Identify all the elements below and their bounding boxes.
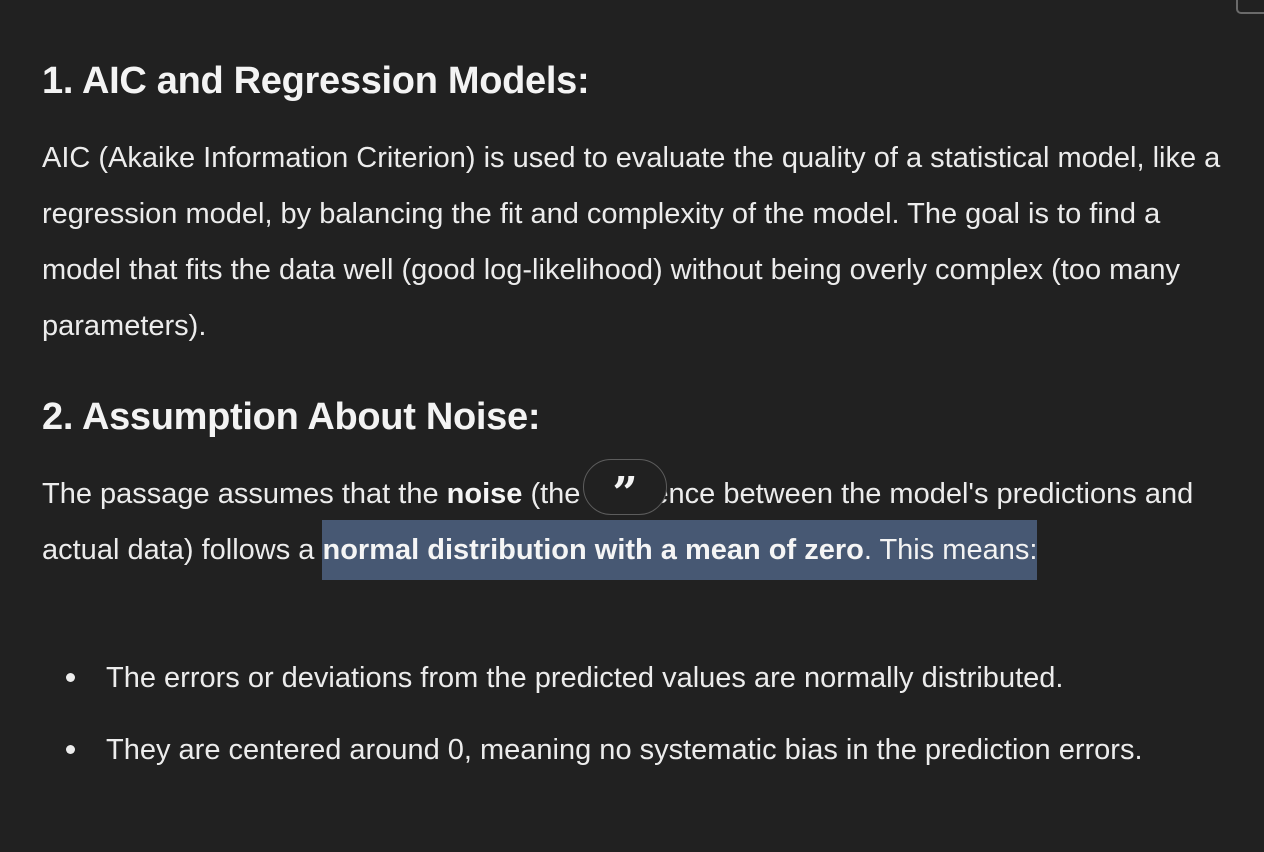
section-paragraph-aic: AIC (Akaike Information Criterion) is us… [42,142,1221,342]
window-corner-fragment [1236,0,1264,14]
quote-icon: ” [612,468,638,519]
list-item: The errors or deviations from the predic… [42,650,1222,706]
section-heading-noise: 2. Assumption About Noise: [42,396,541,438]
list-item-text: The errors or deviations from the predic… [106,662,1064,694]
quote-selection-button[interactable]: ” [583,459,667,519]
bullet-dot [66,745,75,754]
list-item-text: They are centered around 0, meaning no s… [106,734,1143,766]
bullet-list: The errors or deviations from the predic… [42,650,1222,794]
list-item: They are centered around 0, meaning no s… [42,722,1222,778]
section-heading-aic: 1. AIC and Regression Models: [42,60,590,102]
selected-text[interactable]: normal distribution with a mean of zero.… [322,520,1038,580]
bold-normal-distribution: normal distribution with a mean of zero [322,534,864,566]
paragraph-text: The passage assumes that the [42,478,447,510]
selected-tail: . This means: [863,534,1038,566]
bold-noise: noise [446,478,523,510]
bullet-dot [66,673,75,682]
